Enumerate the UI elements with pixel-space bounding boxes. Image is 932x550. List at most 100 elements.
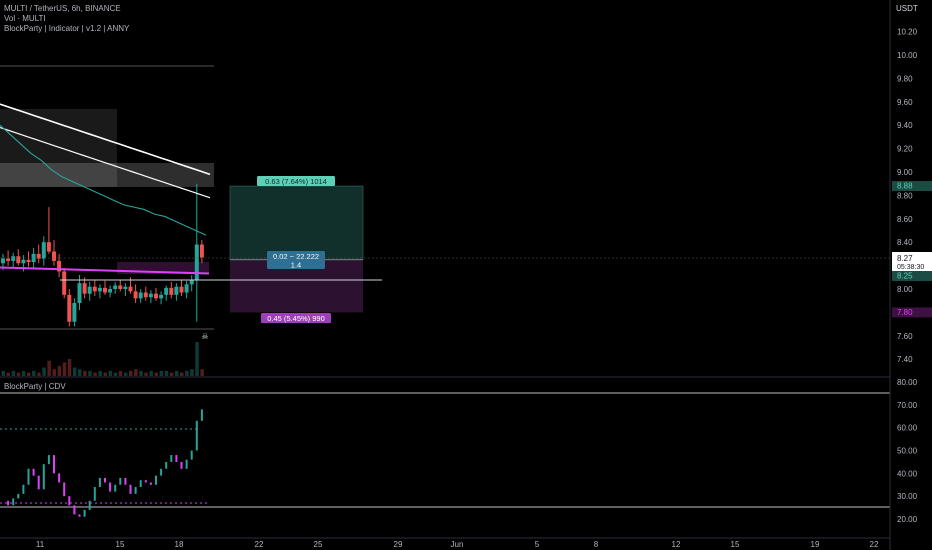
- time-tick-label: 25: [314, 540, 323, 549]
- time-tick-label: 12: [672, 540, 681, 549]
- cdv-tick-label: 80.00: [897, 378, 918, 387]
- candle-body[interactable]: [194, 244, 199, 280]
- candle-body[interactable]: [179, 286, 184, 293]
- candle-body[interactable]: [174, 286, 179, 295]
- candle-body[interactable]: [123, 286, 128, 289]
- time-tick-label: 5: [535, 540, 540, 549]
- candle-body[interactable]: [46, 242, 51, 252]
- candle-body[interactable]: [159, 294, 164, 299]
- indicator-legend[interactable]: BlockParty | Indicator | v1.2 | ANNY: [4, 24, 130, 33]
- candle-body[interactable]: [97, 287, 102, 292]
- price-tick-label: 8.60: [897, 215, 913, 224]
- candle-body[interactable]: [52, 251, 56, 261]
- volume-bar: [169, 372, 174, 376]
- candle-body[interactable]: [199, 244, 204, 258]
- time-tick-label: 22: [870, 540, 879, 549]
- position-tool[interactable]: [229, 185, 364, 313]
- trail-line: [0, 124, 207, 236]
- candle-body[interactable]: [103, 287, 107, 293]
- candle-body[interactable]: [26, 259, 31, 263]
- time-axis[interactable]: 11 15 18 22 25 29 Jun 5 8 12 15 19 22: [36, 540, 879, 549]
- candle-body[interactable]: [6, 258, 11, 261]
- candle-body[interactable]: [113, 285, 118, 289]
- candle-body[interactable]: [1, 258, 5, 264]
- cdv-tick-label: 50.00: [897, 447, 918, 456]
- candle-body[interactable]: [143, 292, 148, 298]
- symbol-legend[interactable]: MULTI / TetherUS, 6h, BINANCE: [4, 4, 121, 13]
- candle-body[interactable]: [36, 253, 41, 259]
- volume-bar: [72, 367, 77, 376]
- candle-body[interactable]: [21, 259, 26, 264]
- target-label: 0.63 (7.64%) 1014: [265, 177, 327, 186]
- volume-bars: [1, 342, 204, 376]
- candle-body[interactable]: [92, 286, 97, 292]
- current-price-tag-bg: [892, 252, 932, 271]
- target-price-tag-bg: [892, 181, 932, 192]
- volume-bar: [113, 372, 118, 376]
- price-tick-label: 8.40: [897, 238, 913, 247]
- candle-body[interactable]: [118, 285, 123, 289]
- time-tick-label: 15: [116, 540, 125, 549]
- price-tick-label: 9.80: [897, 74, 913, 83]
- candle-body[interactable]: [128, 286, 133, 292]
- candlestick-series[interactable]: [1, 183, 204, 327]
- candle-body[interactable]: [77, 283, 82, 304]
- target-label-bg: [257, 176, 335, 186]
- ratio-label-sub: 1.4: [291, 261, 301, 270]
- cdv-tick-label: 60.00: [897, 424, 918, 433]
- candle-body[interactable]: [41, 242, 46, 259]
- candle-body[interactable]: [16, 256, 21, 264]
- magenta-level-line: [0, 266, 210, 275]
- time-tick-label: 11: [36, 540, 45, 549]
- volume-legend[interactable]: Vol · MULTI: [4, 14, 46, 23]
- candle-body[interactable]: [138, 292, 143, 299]
- volume-bar: [134, 369, 138, 376]
- candle-body[interactable]: [154, 293, 158, 299]
- cdv-tick-label: 20.00: [897, 515, 918, 524]
- price-tick-label: 8.00: [897, 285, 913, 294]
- candle-body[interactable]: [82, 283, 87, 294]
- price-tick-label: 10.00: [897, 51, 918, 60]
- cdv-series: [0, 392, 890, 517]
- candle-body[interactable]: [72, 303, 77, 322]
- candle-body[interactable]: [184, 284, 189, 293]
- price-tick-label: 7.40: [897, 355, 913, 364]
- countdown-label: 05:38:30: [897, 264, 924, 271]
- upper-band-line: [0, 103, 211, 176]
- candle-body[interactable]: [57, 260, 62, 272]
- currency-label: USDT: [896, 4, 918, 13]
- volume-bar: [154, 372, 158, 376]
- lower-band-line: [0, 126, 211, 199]
- candle-body[interactable]: [169, 287, 174, 295]
- candle-body[interactable]: [189, 279, 194, 285]
- cdv-legend[interactable]: BlockParty | CDV: [4, 382, 66, 391]
- time-tick-label: 29: [394, 540, 403, 549]
- volume-bar: [190, 369, 194, 376]
- volume-bar: [149, 370, 153, 376]
- candle-body[interactable]: [148, 293, 153, 298]
- candle-body[interactable]: [62, 271, 67, 295]
- price-tick-label: 9.20: [897, 145, 913, 154]
- volume-bar: [123, 372, 128, 376]
- volume-bar: [129, 370, 133, 376]
- stop-price-tag-bg: [892, 307, 932, 318]
- candle-body[interactable]: [108, 289, 113, 293]
- volume-bar: [195, 342, 199, 376]
- candle-body[interactable]: [133, 291, 138, 299]
- price-tick-label: 9.40: [897, 121, 913, 130]
- volume-bar: [27, 372, 31, 376]
- volume-bar: [52, 369, 56, 376]
- entry-price-tag-bg: [892, 271, 932, 281]
- volume-bar: [118, 370, 123, 376]
- candle-body[interactable]: [11, 256, 16, 261]
- price-tick-label: 7.60: [897, 332, 913, 341]
- candle-body[interactable]: [87, 286, 92, 294]
- target-zone[interactable]: [229, 185, 364, 261]
- candle-body[interactable]: [164, 287, 169, 295]
- ratio-label-bg: [267, 251, 325, 269]
- cdv-tick-label: 40.00: [897, 469, 918, 478]
- candle-body[interactable]: [67, 294, 72, 322]
- price-tick-label: 8.80: [897, 191, 913, 200]
